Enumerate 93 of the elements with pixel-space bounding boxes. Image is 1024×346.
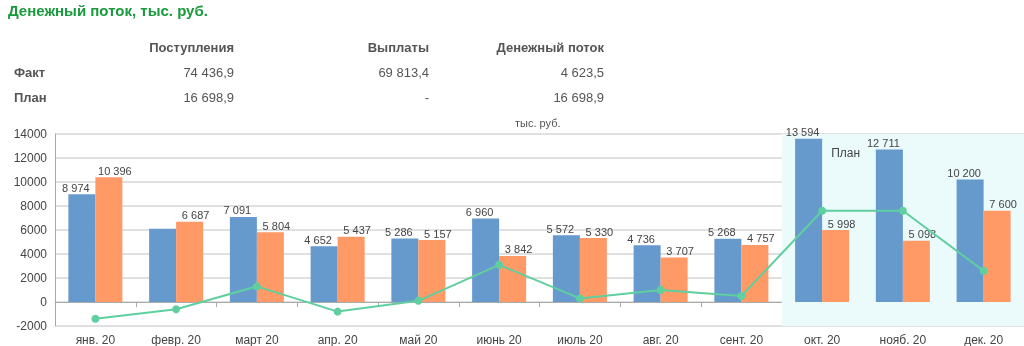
x-tick-label: июль 20: [557, 333, 603, 346]
x-tick-label: дек. 20: [964, 333, 1004, 346]
bar: [956, 179, 984, 302]
x-tick-label: окт. 20: [804, 333, 841, 346]
bar: [68, 194, 96, 302]
y-tick-label: 2000: [20, 271, 48, 285]
band-label: План: [831, 146, 861, 160]
bar: [552, 235, 580, 302]
text: 69 813,4: [377, 64, 429, 82]
bar: [337, 236, 365, 302]
data-label: 10 200: [947, 167, 981, 180]
point: [91, 314, 100, 323]
data-label: 5 157: [424, 227, 452, 240]
x-tick-label: авг. 20: [642, 333, 679, 346]
data-label: 13 594: [785, 126, 820, 139]
bar: [875, 149, 903, 302]
data-label: 3 707: [666, 245, 694, 258]
text: 74 436,9: [182, 64, 234, 82]
bar: [472, 218, 500, 302]
text: Поступления: [148, 39, 234, 57]
data-label: 6 687: [181, 209, 210, 222]
point: [575, 294, 584, 303]
y-tick-label: 12000: [13, 151, 48, 165]
y-tick-label: 14000: [13, 127, 48, 141]
data-label: 5 268: [708, 226, 736, 239]
point: [252, 282, 261, 291]
bar: [660, 257, 688, 302]
text: -: [423, 89, 429, 107]
data-label: 7 600: [989, 198, 1017, 211]
text: План: [14, 89, 48, 107]
x-tick-label: февр. 20: [151, 333, 202, 346]
point: [414, 296, 423, 305]
x-tick-label: март 20: [235, 333, 279, 346]
bar: [714, 238, 742, 302]
y-tick-label: 4000: [20, 247, 48, 261]
data-label: 12 711: [866, 136, 900, 149]
bar: [822, 230, 850, 302]
data-label: 6 960: [465, 205, 494, 218]
text: Денежный поток: [495, 39, 604, 57]
data-label: 4 652: [304, 233, 332, 246]
data-label: 5 804: [262, 219, 291, 232]
x-tick-label: июнь 20: [476, 333, 523, 346]
x-tick-label: нояб. 20: [879, 333, 927, 346]
bar: [149, 228, 177, 302]
data-label: 7 091: [223, 204, 252, 217]
bar: [418, 240, 446, 302]
y-tick-label: -2000: [16, 319, 48, 333]
y-tick-label: 6000: [20, 223, 48, 237]
x-tick-label: янв. 20: [75, 333, 116, 346]
x-tick-label: сент. 20: [719, 333, 764, 346]
point: [172, 305, 181, 314]
bar: [633, 245, 661, 302]
data-label: 5 437: [343, 224, 371, 237]
point: [737, 292, 746, 300]
y-tick-label: 8000: [20, 199, 48, 213]
point: [979, 266, 988, 275]
text: Факт: [14, 64, 47, 82]
bar: [176, 221, 204, 302]
bar: [579, 238, 607, 302]
y-tick-label: 10000: [13, 175, 48, 189]
data-label: 4 736: [627, 232, 655, 245]
bar: [741, 244, 769, 302]
bar: [256, 232, 284, 302]
bar: [983, 210, 1011, 302]
data-label: 5 572: [546, 222, 575, 235]
bar: [902, 240, 930, 302]
point: [495, 260, 504, 269]
text: 16 698,9: [552, 89, 604, 107]
x-tick-label: май 20: [399, 333, 438, 346]
text: 16 698,9: [182, 89, 234, 107]
point: [656, 286, 665, 294]
data-label: 5 330: [585, 225, 614, 238]
point: [818, 206, 827, 215]
bar: [310, 246, 338, 302]
point: [333, 307, 342, 316]
bar: [391, 238, 419, 302]
y-tick-label: 0: [40, 295, 48, 309]
data-label: 10 396: [98, 164, 132, 177]
bar: [229, 216, 257, 302]
text: Денежный поток, тыс. руб.: [8, 2, 208, 19]
x-tick-label: апр. 20: [317, 333, 358, 346]
point: [898, 206, 907, 215]
text: Выплаты: [366, 39, 429, 57]
data-label: 5 998: [827, 217, 856, 230]
text: 4 623,5: [559, 64, 604, 82]
data-label: 5 286: [385, 226, 413, 239]
bar: [95, 177, 123, 302]
bar: [499, 255, 527, 302]
bar: [795, 138, 823, 302]
data-label: 8 974: [62, 181, 90, 194]
data-label: 3 842: [504, 243, 533, 256]
data-label: 4 757: [747, 232, 775, 245]
y-axis-title: тыс. руб.: [515, 116, 561, 129]
